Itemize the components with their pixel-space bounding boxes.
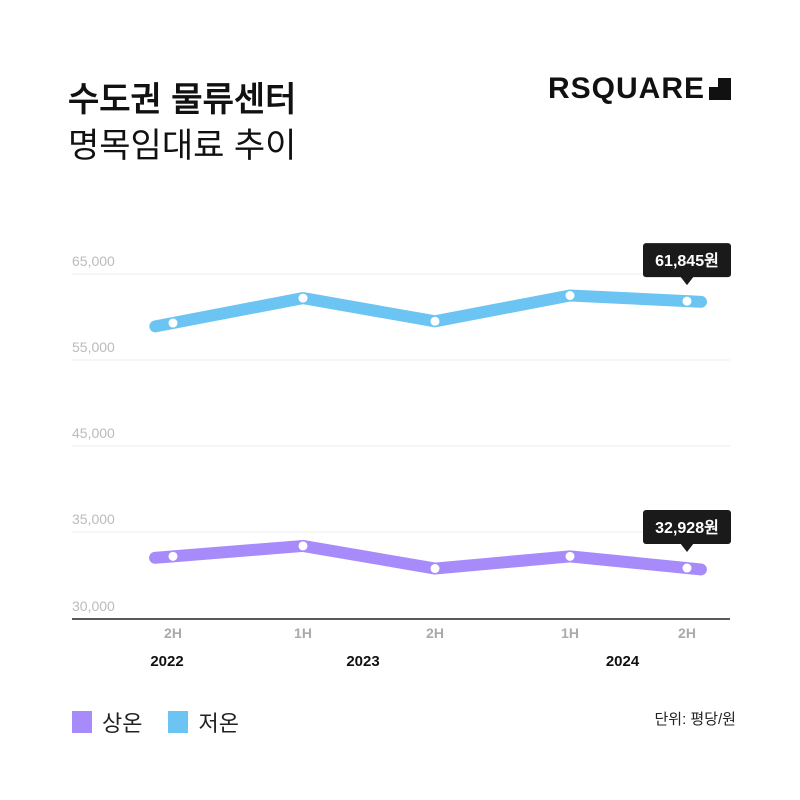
x-period-label: 2H — [678, 625, 696, 641]
data-point — [168, 551, 178, 561]
end-value-label: 61,845원 — [655, 252, 719, 270]
data-point — [430, 316, 440, 326]
data-point — [298, 293, 308, 303]
series-line-1 — [149, 289, 707, 333]
data-point — [682, 296, 692, 306]
x-period-label: 1H — [294, 625, 312, 641]
data-point — [565, 291, 575, 300]
rsquare-logo: RSQUARE — [548, 72, 732, 106]
end-label-box — [643, 510, 731, 545]
data-point — [430, 564, 440, 574]
y-tick-label: 30,000 — [72, 598, 115, 614]
end-label-pointer — [680, 276, 694, 286]
title-line2: 명목임대료 추이 — [68, 127, 297, 165]
legend-swatch-sangon — [72, 711, 92, 733]
legend: 상온 저온 — [72, 706, 239, 738]
legend-swatch-jeoon — [168, 711, 189, 733]
x-year-label: 2023 — [346, 653, 379, 670]
end-label-box — [643, 243, 731, 278]
logo-mark-icon — [709, 78, 732, 100]
logo-text: RSQUARE — [548, 72, 706, 105]
unit-label: 단위: 평당/원 — [654, 711, 736, 728]
x-period-label: 1H — [561, 625, 579, 641]
y-tick-label: 35,000 — [72, 511, 115, 527]
series-line-0 — [149, 539, 707, 576]
end-value-label: 32,928원 — [655, 519, 719, 537]
x-year-label: 2022 — [150, 653, 183, 670]
title-line1: 수도권 물류센터 — [68, 81, 297, 119]
data-point — [682, 563, 692, 573]
data-point — [298, 541, 308, 551]
x-year-label: 2024 — [606, 653, 640, 670]
data-point — [168, 318, 178, 328]
data-point — [565, 551, 575, 561]
legend-label-sangon: 상온 — [102, 711, 143, 736]
legend-label-jeoon: 저온 — [198, 711, 239, 736]
y-tick-label: 55,000 — [72, 339, 115, 355]
y-tick-label: 65,000 — [72, 253, 115, 269]
end-label-pointer — [680, 543, 694, 553]
x-period-label: 2H — [426, 625, 444, 641]
x-period-label: 2H — [164, 625, 182, 641]
y-tick-label: 45,000 — [72, 425, 115, 441]
